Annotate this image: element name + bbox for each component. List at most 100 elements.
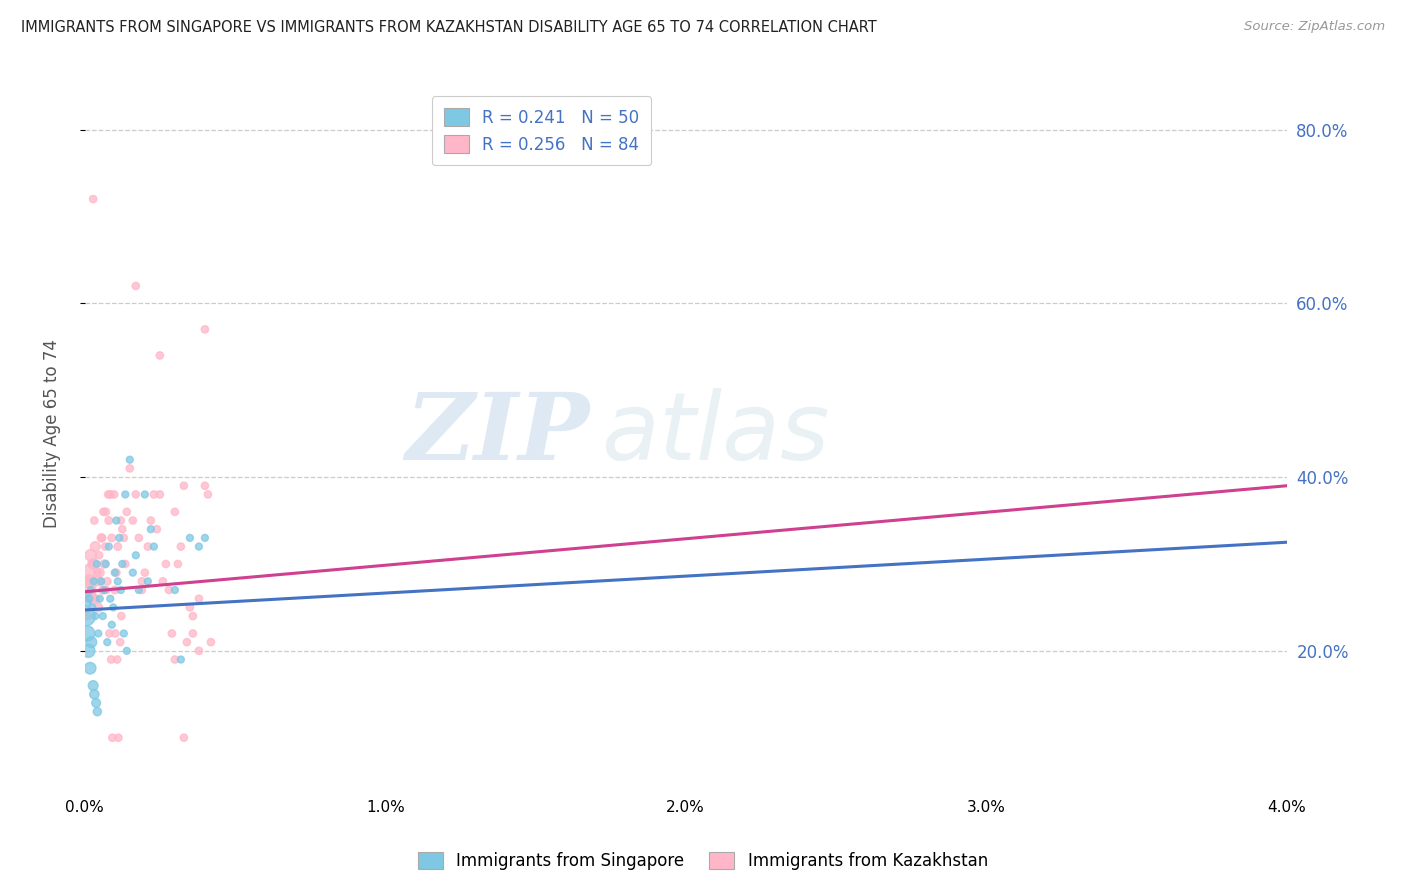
- Point: [121, 566, 143, 580]
- Point: [84, 696, 107, 710]
- Point: [89, 574, 111, 589]
- Point: [77, 591, 100, 606]
- Text: Source: ZipAtlas.com: Source: ZipAtlas.com: [1244, 20, 1385, 33]
- Point: [96, 635, 118, 649]
- Point: [134, 566, 156, 580]
- Point: [110, 609, 132, 624]
- Point: [142, 540, 165, 554]
- Point: [115, 505, 138, 519]
- Point: [90, 531, 112, 545]
- Point: [77, 644, 100, 658]
- Point: [76, 609, 98, 624]
- Y-axis label: Disability Age 65 to 74: Disability Age 65 to 74: [44, 339, 60, 528]
- Text: ZIP: ZIP: [405, 389, 589, 479]
- Point: [104, 582, 127, 597]
- Point: [131, 574, 153, 589]
- Point: [97, 540, 120, 554]
- Point: [82, 600, 104, 615]
- Point: [173, 731, 195, 745]
- Point: [139, 514, 162, 528]
- Point: [100, 531, 122, 545]
- Point: [86, 566, 108, 580]
- Point: [83, 574, 105, 589]
- Point: [108, 531, 131, 545]
- Point: [181, 609, 204, 624]
- Point: [149, 348, 172, 362]
- Point: [105, 566, 128, 580]
- Point: [187, 591, 209, 606]
- Point: [83, 687, 105, 701]
- Point: [91, 531, 114, 545]
- Point: [86, 705, 108, 719]
- Point: [75, 609, 97, 624]
- Point: [89, 566, 111, 580]
- Point: [128, 531, 150, 545]
- Point: [80, 635, 103, 649]
- Point: [128, 582, 150, 597]
- Point: [194, 479, 217, 493]
- Point: [121, 514, 143, 528]
- Point: [94, 557, 117, 571]
- Point: [173, 479, 195, 493]
- Point: [76, 626, 98, 640]
- Point: [114, 487, 136, 501]
- Point: [86, 557, 108, 571]
- Point: [118, 461, 141, 475]
- Point: [89, 591, 111, 606]
- Point: [108, 635, 131, 649]
- Point: [163, 505, 186, 519]
- Point: [103, 487, 125, 501]
- Point: [149, 487, 172, 501]
- Point: [125, 487, 148, 501]
- Point: [157, 582, 180, 597]
- Point: [100, 617, 122, 632]
- Point: [136, 540, 159, 554]
- Point: [76, 596, 98, 610]
- Point: [101, 731, 124, 745]
- Point: [91, 582, 114, 597]
- Point: [83, 557, 105, 571]
- Point: [96, 582, 118, 597]
- Point: [107, 731, 129, 745]
- Point: [110, 582, 132, 597]
- Point: [79, 661, 101, 675]
- Point: [136, 574, 159, 589]
- Point: [87, 600, 110, 615]
- Point: [76, 566, 98, 580]
- Point: [84, 609, 107, 624]
- Legend: Immigrants from Singapore, Immigrants from Kazakhstan: Immigrants from Singapore, Immigrants fr…: [412, 845, 994, 877]
- Point: [139, 522, 162, 536]
- Text: atlas: atlas: [602, 388, 830, 479]
- Point: [160, 626, 183, 640]
- Text: IMMIGRANTS FROM SINGAPORE VS IMMIGRANTS FROM KAZAKHSTAN DISABILITY AGE 65 TO 74 : IMMIGRANTS FROM SINGAPORE VS IMMIGRANTS …: [21, 20, 877, 35]
- Point: [107, 574, 129, 589]
- Point: [96, 574, 118, 589]
- Point: [181, 626, 204, 640]
- Point: [110, 514, 132, 528]
- Point: [82, 192, 104, 206]
- Point: [105, 652, 128, 666]
- Legend: R = 0.241   N = 50, R = 0.256   N = 84: R = 0.241 N = 50, R = 0.256 N = 84: [432, 96, 651, 165]
- Point: [114, 557, 136, 571]
- Point: [80, 582, 103, 597]
- Point: [194, 322, 217, 336]
- Point: [79, 591, 101, 606]
- Point: [142, 487, 165, 501]
- Point: [112, 531, 135, 545]
- Point: [104, 626, 127, 640]
- Point: [115, 644, 138, 658]
- Point: [134, 487, 156, 501]
- Point: [100, 652, 122, 666]
- Point: [167, 557, 190, 571]
- Point: [77, 574, 100, 589]
- Point: [93, 582, 115, 597]
- Point: [200, 635, 222, 649]
- Point: [187, 644, 209, 658]
- Point: [111, 522, 134, 536]
- Point: [84, 540, 107, 554]
- Point: [118, 452, 141, 467]
- Point: [125, 279, 148, 293]
- Point: [176, 635, 198, 649]
- Point: [77, 574, 100, 589]
- Point: [86, 574, 108, 589]
